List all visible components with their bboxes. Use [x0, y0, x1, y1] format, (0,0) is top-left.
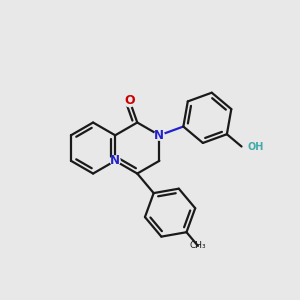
Text: O: O: [124, 94, 135, 107]
Circle shape: [124, 95, 136, 107]
Circle shape: [110, 156, 120, 166]
Text: N: N: [154, 129, 164, 142]
Circle shape: [154, 130, 164, 140]
Text: N: N: [110, 154, 120, 167]
Text: OH: OH: [248, 142, 264, 152]
Text: CH₃: CH₃: [190, 242, 206, 250]
